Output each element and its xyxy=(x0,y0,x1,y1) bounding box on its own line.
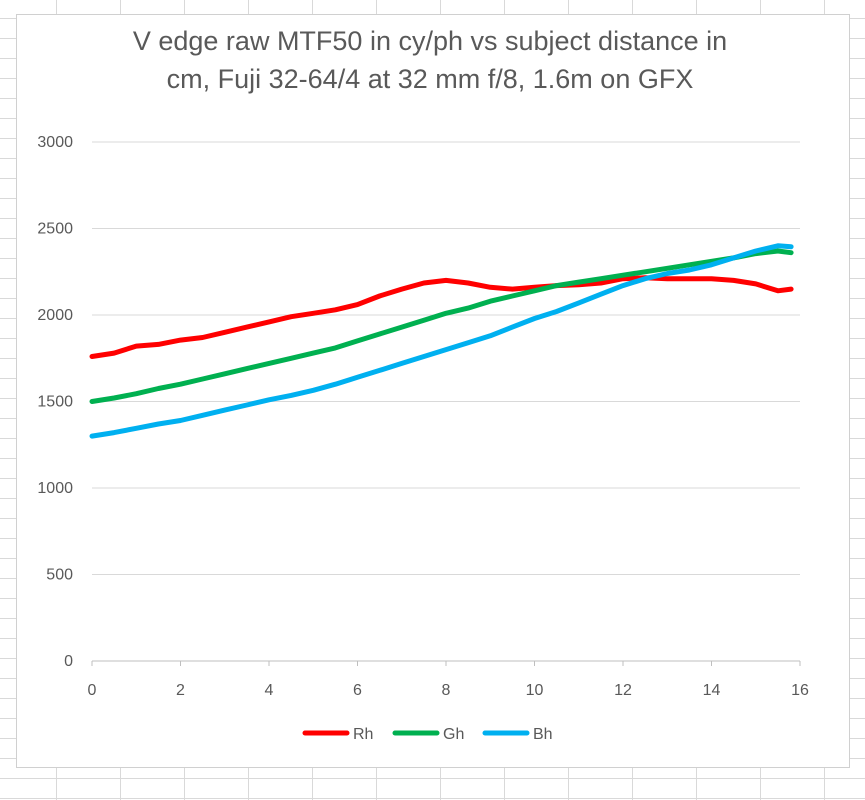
y-tick-label-2000: 2000 xyxy=(37,307,73,324)
series-line-rh[interactable] xyxy=(89,275,794,359)
x-tick-label-0: 0 xyxy=(88,682,97,699)
y-tick-label-500: 500 xyxy=(46,567,73,584)
series-line-gh[interactable] xyxy=(89,248,794,404)
legend-label-bh: Bh xyxy=(533,726,553,743)
x-tick-label-6: 6 xyxy=(353,682,362,699)
chart-title-line-2: cm, Fuji 32-64/4 at 32 mm f/8, 1.6m on G… xyxy=(166,64,694,94)
chart-title-line-1: V edge raw MTF50 in cy/ph vs subject dis… xyxy=(132,26,728,56)
y-tick-label-1500: 1500 xyxy=(37,394,73,411)
y-tick-label-0: 0 xyxy=(64,653,73,670)
y-tick-label-3000: 3000 xyxy=(37,134,73,151)
x-tick-label-8: 8 xyxy=(442,682,451,699)
legend-label-gh: Gh xyxy=(443,726,464,743)
x-tick-label-4: 4 xyxy=(265,682,274,699)
x-tick-label-12: 12 xyxy=(614,682,632,699)
legend-label-rh: Rh xyxy=(353,726,373,743)
x-tick-label-10: 10 xyxy=(526,682,544,699)
y-tick-label-2500: 2500 xyxy=(37,221,73,238)
legend-item-rh[interactable]: Rh xyxy=(302,726,373,743)
series-line-bh[interactable] xyxy=(89,243,794,439)
x-tick-label-16: 16 xyxy=(791,682,809,699)
legend-item-bh[interactable]: Bh xyxy=(482,726,553,743)
x-tick-label-2: 2 xyxy=(176,682,185,699)
chart-title: V edge raw MTF50 in cy/ph vs subject dis… xyxy=(0,22,860,98)
x-tick-label-14: 14 xyxy=(703,682,721,699)
y-tick-label-1000: 1000 xyxy=(37,480,73,497)
legend-item-gh[interactable]: Gh xyxy=(392,726,464,743)
